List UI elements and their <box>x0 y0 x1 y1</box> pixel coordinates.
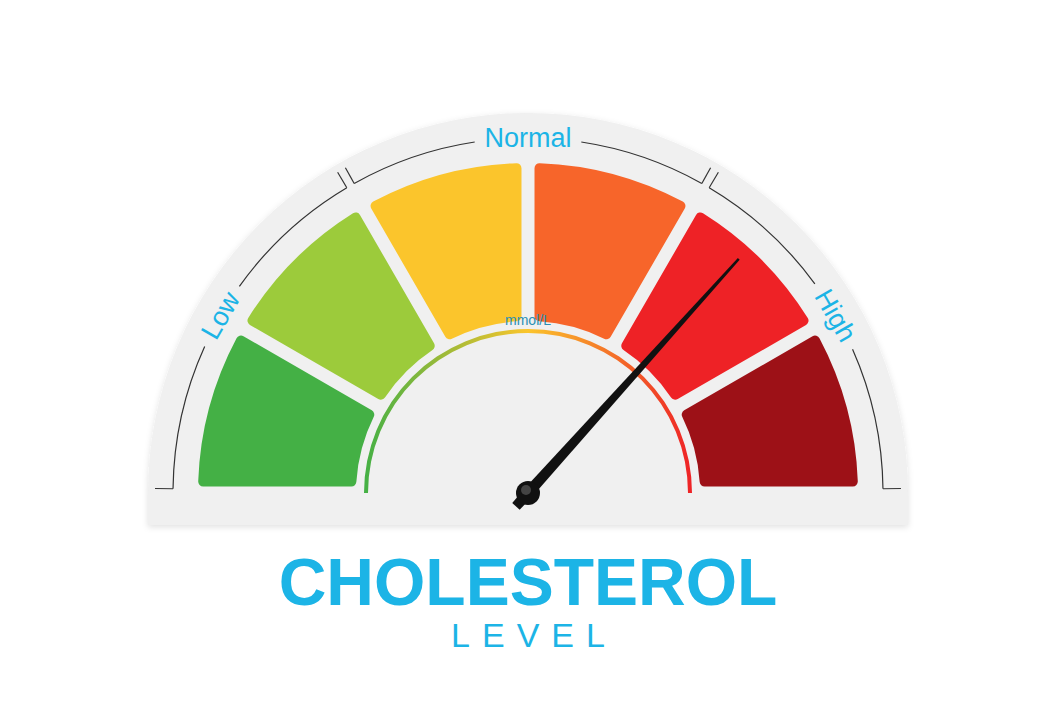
needle-pivot-highlight <box>521 485 531 495</box>
band-line <box>239 187 347 286</box>
band-line <box>852 349 884 489</box>
band-label: High <box>809 284 863 347</box>
band-tick <box>155 488 173 489</box>
needle-pivot <box>516 481 540 505</box>
subtitle: LEVEL <box>451 616 617 654</box>
band-line <box>709 187 815 284</box>
band-label: Low <box>195 286 246 344</box>
band-line <box>581 141 702 184</box>
bands: Low Normal High <box>155 123 901 489</box>
band-tick <box>338 172 347 187</box>
band-tick <box>345 168 354 184</box>
gauge-chart: Low Normal High mmol/L CHOLESTEROLLEVEL <box>0 0 1060 707</box>
needle <box>512 255 743 510</box>
unit-label: mmol/L <box>505 312 551 328</box>
segments <box>198 163 858 486</box>
band-label: Normal <box>484 123 571 153</box>
gauge-plate <box>148 113 908 525</box>
band-tick <box>702 168 711 184</box>
scale-arc <box>364 329 692 493</box>
band-line <box>354 141 475 184</box>
gauge-segment <box>682 336 858 487</box>
gauge-segment <box>371 163 522 339</box>
needle-group <box>512 255 743 510</box>
band-tick <box>883 488 901 489</box>
band-tick <box>709 172 718 187</box>
title: CHOLESTEROL <box>279 545 778 619</box>
band-line <box>172 346 205 489</box>
